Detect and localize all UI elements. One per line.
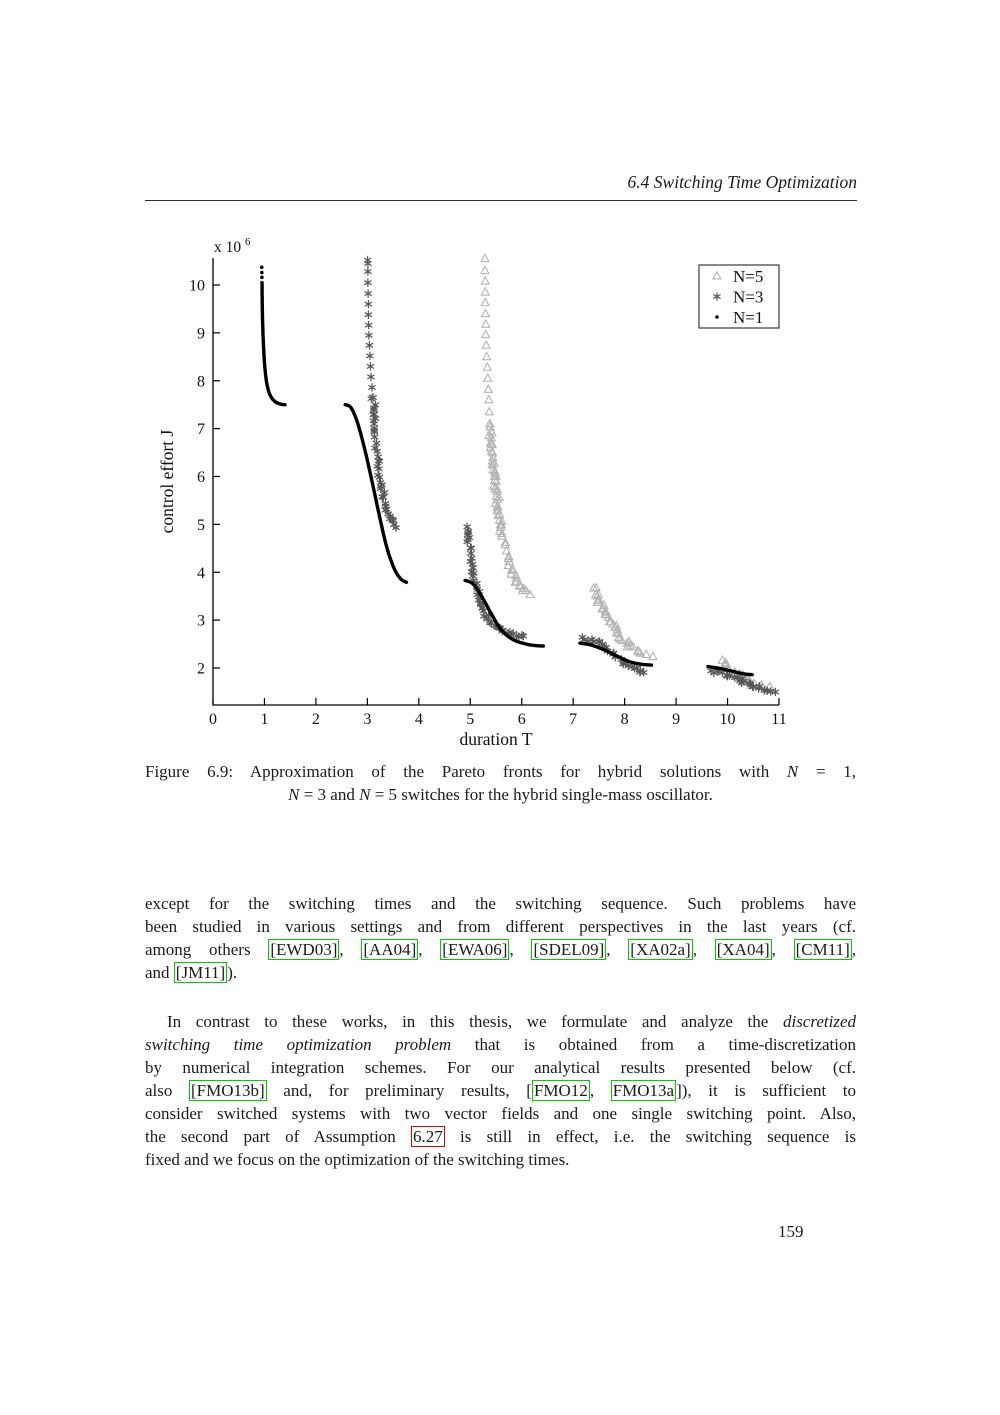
citation-link[interactable]: FMO12 [531,1080,590,1101]
text-span: = 5 switches for the hybrid single-mass … [370,785,713,804]
text-span: , [851,940,857,959]
svg-text:3: 3 [197,613,205,630]
text-line: been studied in various settings and fro… [145,915,856,938]
citation-link[interactable]: [XA04] [714,939,772,960]
text-span: also [145,1081,189,1100]
text-span: among others [145,940,269,959]
y-axis-exponent-label: x 10 6 [214,236,251,256]
svg-text:2: 2 [312,711,320,728]
text-span: , [771,940,794,959]
text-span: N [786,762,799,781]
text-span: Figure 6.9: Approximation of the Pareto … [145,762,787,781]
text-span: = 1, [798,762,856,781]
svg-text:11: 11 [771,711,786,728]
text-span: N [288,785,300,804]
svg-text:6: 6 [518,711,526,728]
text-span: , [509,940,532,959]
svg-text:7: 7 [569,711,577,728]
svg-text:4: 4 [197,565,205,582]
svg-text:4: 4 [415,711,423,728]
x-axis: 0 1 2 3 4 5 6 7 8 9 10 11 [209,698,787,728]
legend-label: N=3 [733,288,763,307]
svg-text:7: 7 [197,421,205,438]
text-span: ). [227,963,238,982]
text-line: the second part of Assumption 6.27 is st… [145,1125,856,1148]
text-span: except for the switching times and the s… [145,894,856,913]
legend-label: N=5 [733,267,763,286]
text-span: the second part of Assumption [145,1127,412,1146]
svg-text:2: 2 [197,661,205,678]
svg-text:8: 8 [621,711,629,728]
svg-text:5: 5 [466,711,474,728]
page-number: 159 [778,1222,804,1241]
svg-text:9: 9 [672,711,680,728]
text-span: switching time optimization problem [145,1035,452,1054]
text-span: In contrast to these works, in this thes… [167,1012,783,1031]
text-span: , [589,1081,611,1100]
svg-text:10: 10 [189,278,205,295]
text-span: , [606,940,629,959]
text-span: been studied in various settings and fro… [145,917,856,936]
text-line: fixed and we focus on the optimization o… [145,1148,856,1171]
text-span: , [418,940,441,959]
text-span: N [359,785,371,804]
text-line: except for the switching times and the s… [145,892,856,915]
text-line: also [FMO13b] and, for preliminary resul… [145,1079,856,1102]
figure-caption: Figure 6.9: Approximation of the Pareto … [145,760,856,806]
pareto-front-plot: 2 3 4 5 6 7 8 9 10 0 1 2 3 4 5 6 7 8 9 10 11 x 10 6 duration T… [157,236,787,749]
text-line: and [JM11]). [145,961,856,984]
text-span: , [692,940,715,959]
text-span: ]), it is sufficient to [676,1081,857,1100]
svg-text:10: 10 [720,711,736,728]
citation-link[interactable]: FMO13a [610,1080,677,1101]
axes: 2 3 4 5 6 7 8 9 10 0 1 2 3 4 5 6 7 8 9 10 11 [189,258,787,728]
legend-label: N=1 [733,308,763,327]
text-span: consider switched systems with two vecto… [145,1104,856,1123]
citation-link[interactable]: [EWD03] [268,939,340,960]
running-header-title: 6.4 Switching Time Optimization [627,172,857,192]
svg-text:5: 5 [197,517,205,534]
citation-link[interactable]: [FMO13b] [189,1080,267,1101]
text-line: Figure 6.9: Approximation of the Pareto … [145,760,856,783]
text-line: among others [EWD03], [AA04], [EWA06], [… [145,938,856,961]
y-axis: 2 3 4 5 6 7 8 9 10 [189,278,220,678]
text-span: by numerical integration schemes. For ou… [145,1058,856,1077]
citation-link[interactable]: [EWA06] [440,939,510,960]
svg-text:1: 1 [260,711,268,728]
text-span: , [339,940,362,959]
svg-text:9: 9 [197,325,205,342]
running-header: 6.4 Switching Time Optimization [145,172,857,193]
citation-link[interactable]: [AA04] [361,939,419,960]
legend: N=5 N=3N=1 [698,264,780,329]
text-span: and, for preliminary results, [ [266,1081,532,1100]
paragraph-2: In contrast to these works, in this thes… [145,1010,856,1171]
internal-ref-link[interactable]: 6.27 [411,1126,445,1147]
text-line: N = 3 and N = 5 switches for the hybrid … [145,783,856,806]
citation-link[interactable]: [JM11] [173,962,228,983]
svg-text:8: 8 [197,373,205,390]
figure-6-9-chart: 2 3 4 5 6 7 8 9 10 0 1 2 3 4 5 6 7 8 9 10 11 x 10 6 duration T… [140,230,860,750]
citation-link[interactable]: [SDEL09] [531,939,607,960]
svg-text:6: 6 [197,469,205,486]
citation-link[interactable]: [CM11] [793,939,852,960]
text-span: is still in effect, i.e. the switching s… [444,1127,856,1146]
text-line: switching time optimization problem that… [145,1033,856,1056]
text-span: fixed and we focus on the optimization o… [145,1150,570,1169]
citation-link[interactable]: [XA02a] [628,939,693,960]
svg-text:0: 0 [209,711,217,728]
svg-text:3: 3 [363,711,371,728]
text-span: discretized [782,1012,856,1031]
header-rule [145,200,857,201]
text-span: that is obtained from a time-discretizat… [451,1035,856,1054]
text-span: and [145,963,174,982]
y-axis-label: control effort J [157,429,177,533]
series-n1-markers [259,265,754,677]
text-span: = 3 and [299,785,360,804]
text-line: by numerical integration schemes. For ou… [145,1056,856,1079]
text-line: In contrast to these works, in this thes… [145,1010,856,1033]
text-line: consider switched systems with two vecto… [145,1102,856,1125]
x-axis-label: duration T [459,729,532,749]
paragraph-1: except for the switching times and the s… [145,892,856,984]
